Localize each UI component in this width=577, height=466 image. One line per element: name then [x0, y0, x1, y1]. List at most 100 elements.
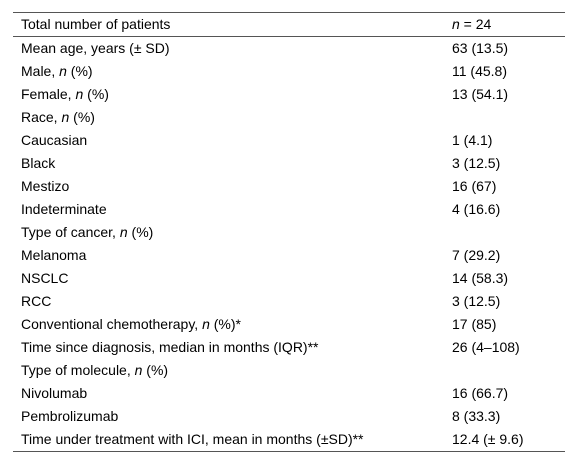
table-row: Type of molecule, n (%) [13, 359, 565, 382]
row-label-part: Race, [21, 109, 62, 125]
row-label-part: n [59, 63, 67, 79]
table-row: Conventional chemotherapy, n (%)* 17 (85) [13, 313, 565, 336]
table-row: Type of cancer, n (%) [13, 221, 565, 244]
row-value: 16 (67) [452, 175, 565, 198]
row-value: 3 (12.5) [452, 290, 565, 313]
row-value-part: 3 (12.5) [452, 293, 501, 309]
row-value-part: 8 (33.3) [452, 408, 501, 424]
row-value-part: n [452, 16, 460, 32]
row-value-part: 11 (45.8) [452, 63, 507, 79]
row-value: 3 (12.5) [452, 152, 565, 175]
row-value: 4 (16.6) [452, 198, 565, 221]
row-label: Race, n (%) [13, 106, 452, 129]
row-label: Mean age, years (± SD) [13, 37, 452, 60]
row-label-part: n [119, 224, 128, 240]
row-label-part: Mean age, years (± SD) [21, 40, 170, 56]
row-label-part: Caucasian [21, 132, 88, 148]
row-value: 16 (66.7) [452, 382, 565, 405]
row-value-part: 14 (58.3) [452, 270, 509, 286]
table-row: Caucasian 1 (4.1) [13, 129, 565, 152]
row-label-part: NSCLC [21, 270, 69, 286]
row-label: Pembrolizumab [13, 405, 452, 428]
row-label: Total number of patients [13, 13, 452, 36]
row-value-part: 7 (29.2) [452, 247, 501, 263]
table-row: Female, n (%) 13 (54.1) [13, 83, 565, 106]
row-value [452, 221, 565, 244]
row-label: Conventional chemotherapy, n (%)* [13, 313, 452, 336]
row-label-part: Black [21, 155, 56, 171]
row-label: NSCLC [13, 267, 452, 290]
row-label: Time since diagnosis, median in months (… [13, 336, 452, 359]
table-row: Male, n (%) 11 (45.8) [13, 60, 565, 83]
row-label-part: Total number of patients [21, 16, 171, 32]
row-value: 8 (33.3) [452, 405, 565, 428]
row-label-part: Time under treatment with ICI, mean in m… [21, 431, 364, 447]
row-label: Nivolumab [13, 382, 452, 405]
table-row: Total number of patients n = 24 [13, 13, 565, 37]
row-value-part: 13 (54.1) [452, 86, 509, 102]
row-label-part: Conventional chemotherapy, [21, 316, 203, 332]
row-value: 11 (45.8) [452, 60, 565, 83]
row-label-part: Female, [21, 86, 76, 102]
row-label: Indeterminate [13, 198, 452, 221]
row-value-part: 16 (67) [452, 178, 497, 194]
patient-characteristics-table: Total number of patients n = 24 Mean age, … [13, 12, 565, 452]
row-value: 12.4 (± 9.6) [452, 428, 565, 451]
table-row: Black 3 (12.5) [13, 152, 565, 175]
row-value-part: 12.4 (± 9.6) [452, 431, 524, 447]
row-label: Caucasian [13, 129, 452, 152]
row-label-part: RCC [21, 293, 52, 309]
table-row: Melanoma 7 (29.2) [13, 244, 565, 267]
table-row: NSCLC 14 (58.3) [13, 267, 565, 290]
row-value: 17 (85) [452, 313, 565, 336]
row-value-part: 1 (4.1) [452, 132, 493, 148]
row-value: 26 (4–108) [452, 336, 565, 359]
row-label: Time under treatment with ICI, mean in m… [13, 428, 452, 451]
row-value [452, 106, 565, 129]
table-row: Time since diagnosis, median in months (… [13, 336, 565, 359]
table-row: Race, n (%) [13, 106, 565, 129]
row-label-part: n [202, 316, 210, 332]
row-value: 1 (4.1) [452, 129, 565, 152]
row-label-part: (%) [127, 224, 154, 240]
row-label: Type of molecule, n (%) [13, 359, 452, 382]
row-label-part: n [134, 362, 143, 378]
row-label-part: Indeterminate [21, 201, 107, 217]
row-value-part: 3 (12.5) [452, 155, 501, 171]
row-value: 13 (54.1) [452, 83, 565, 106]
row-label-part: (%) [66, 63, 93, 79]
row-value-part: 4 (16.6) [452, 201, 501, 217]
row-label: Mestizo [13, 175, 452, 198]
row-label-part: Nivolumab [21, 385, 88, 401]
table-row: Nivolumab 16 (66.7) [13, 382, 565, 405]
row-label-part: (%)* [209, 316, 241, 332]
row-label-part: Melanoma [21, 247, 87, 263]
row-label-part: n [61, 109, 70, 125]
table-row: Mestizo 16 (67) [13, 175, 565, 198]
row-label: Female, n (%) [13, 83, 452, 106]
row-label-part: (%) [142, 362, 169, 378]
row-value-part: = 24 [459, 16, 492, 32]
row-label-part: Mestizo [21, 178, 70, 194]
row-label: RCC [13, 290, 452, 313]
row-label-part: Male, [21, 63, 60, 79]
row-label: Male, n (%) [13, 60, 452, 83]
row-value: 7 (29.2) [452, 244, 565, 267]
row-label-part: Type of molecule, [21, 362, 135, 378]
row-label: Black [13, 152, 452, 175]
row-value-part: 26 (4–108) [452, 339, 520, 355]
row-label-part: (%) [69, 109, 95, 125]
row-label-part: Time since diagnosis, median in months (… [21, 339, 319, 355]
row-value-part: 63 (13.5) [452, 40, 509, 56]
table-row: Pembrolizumab 8 (33.3) [13, 405, 565, 428]
row-value [452, 359, 565, 382]
row-value: 63 (13.5) [452, 37, 565, 60]
row-label: Melanoma [13, 244, 452, 267]
table-row: RCC 3 (12.5) [13, 290, 565, 313]
row-label: Type of cancer, n (%) [13, 221, 452, 244]
row-value-part: 16 (66.7) [452, 385, 509, 401]
row-value: n = 24 [452, 13, 565, 36]
row-value: 14 (58.3) [452, 267, 565, 290]
table-row: Mean age, years (± SD) 63 (13.5) [13, 37, 565, 60]
row-label-part: Pembrolizumab [21, 408, 119, 424]
